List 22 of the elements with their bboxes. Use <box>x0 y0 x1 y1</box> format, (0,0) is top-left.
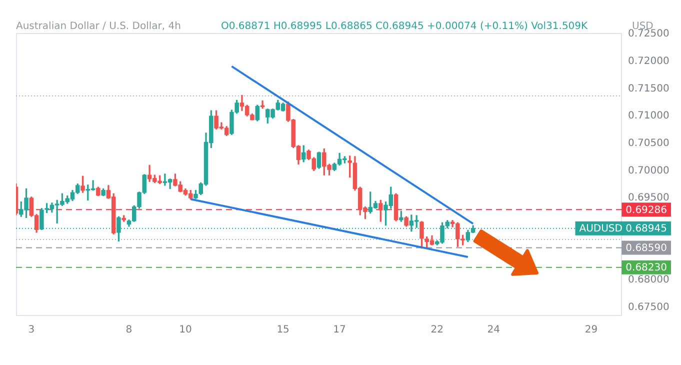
y-tick-label: 0.71500 <box>628 83 670 94</box>
x-tick-label: 10 <box>179 324 192 336</box>
y-tick-label: 0.72000 <box>628 56 670 68</box>
y-tick-label: 0.67500 <box>628 302 670 313</box>
x-tick-label: 17 <box>333 324 346 336</box>
ref-line-label: 0.68230 <box>626 262 668 274</box>
y-tick-label: 0.71000 <box>628 110 670 122</box>
ref-line-label: 0.69286 <box>626 204 668 216</box>
x-tick-label: 8 <box>126 324 132 336</box>
y-tick-label: 0.69500 <box>628 192 670 204</box>
chart-subtitle: O0.68871 H0.68995 L0.68865 C0.68945 +0.00074 (+0.11%) Vol31.509K <box>220 21 588 32</box>
x-tick-label: 29 <box>584 324 598 336</box>
chart-title: Australian Dollar / U.S. Dollar, 4h <box>16 21 181 32</box>
y-tick-label: 0.68000 <box>628 274 670 286</box>
x-tick-label: 3 <box>28 324 35 336</box>
y-tick-label: 0.70500 <box>628 138 670 149</box>
x-tick-label: 15 <box>276 324 290 336</box>
y-tick-label: 0.70000 <box>628 165 670 176</box>
ref-line-label: 0.68590 <box>626 242 668 254</box>
ref-line-label: AUDUSD 0.68945 <box>579 223 668 234</box>
x-tick-label: 24 <box>487 324 500 336</box>
x-tick-label: 22 <box>430 324 444 336</box>
